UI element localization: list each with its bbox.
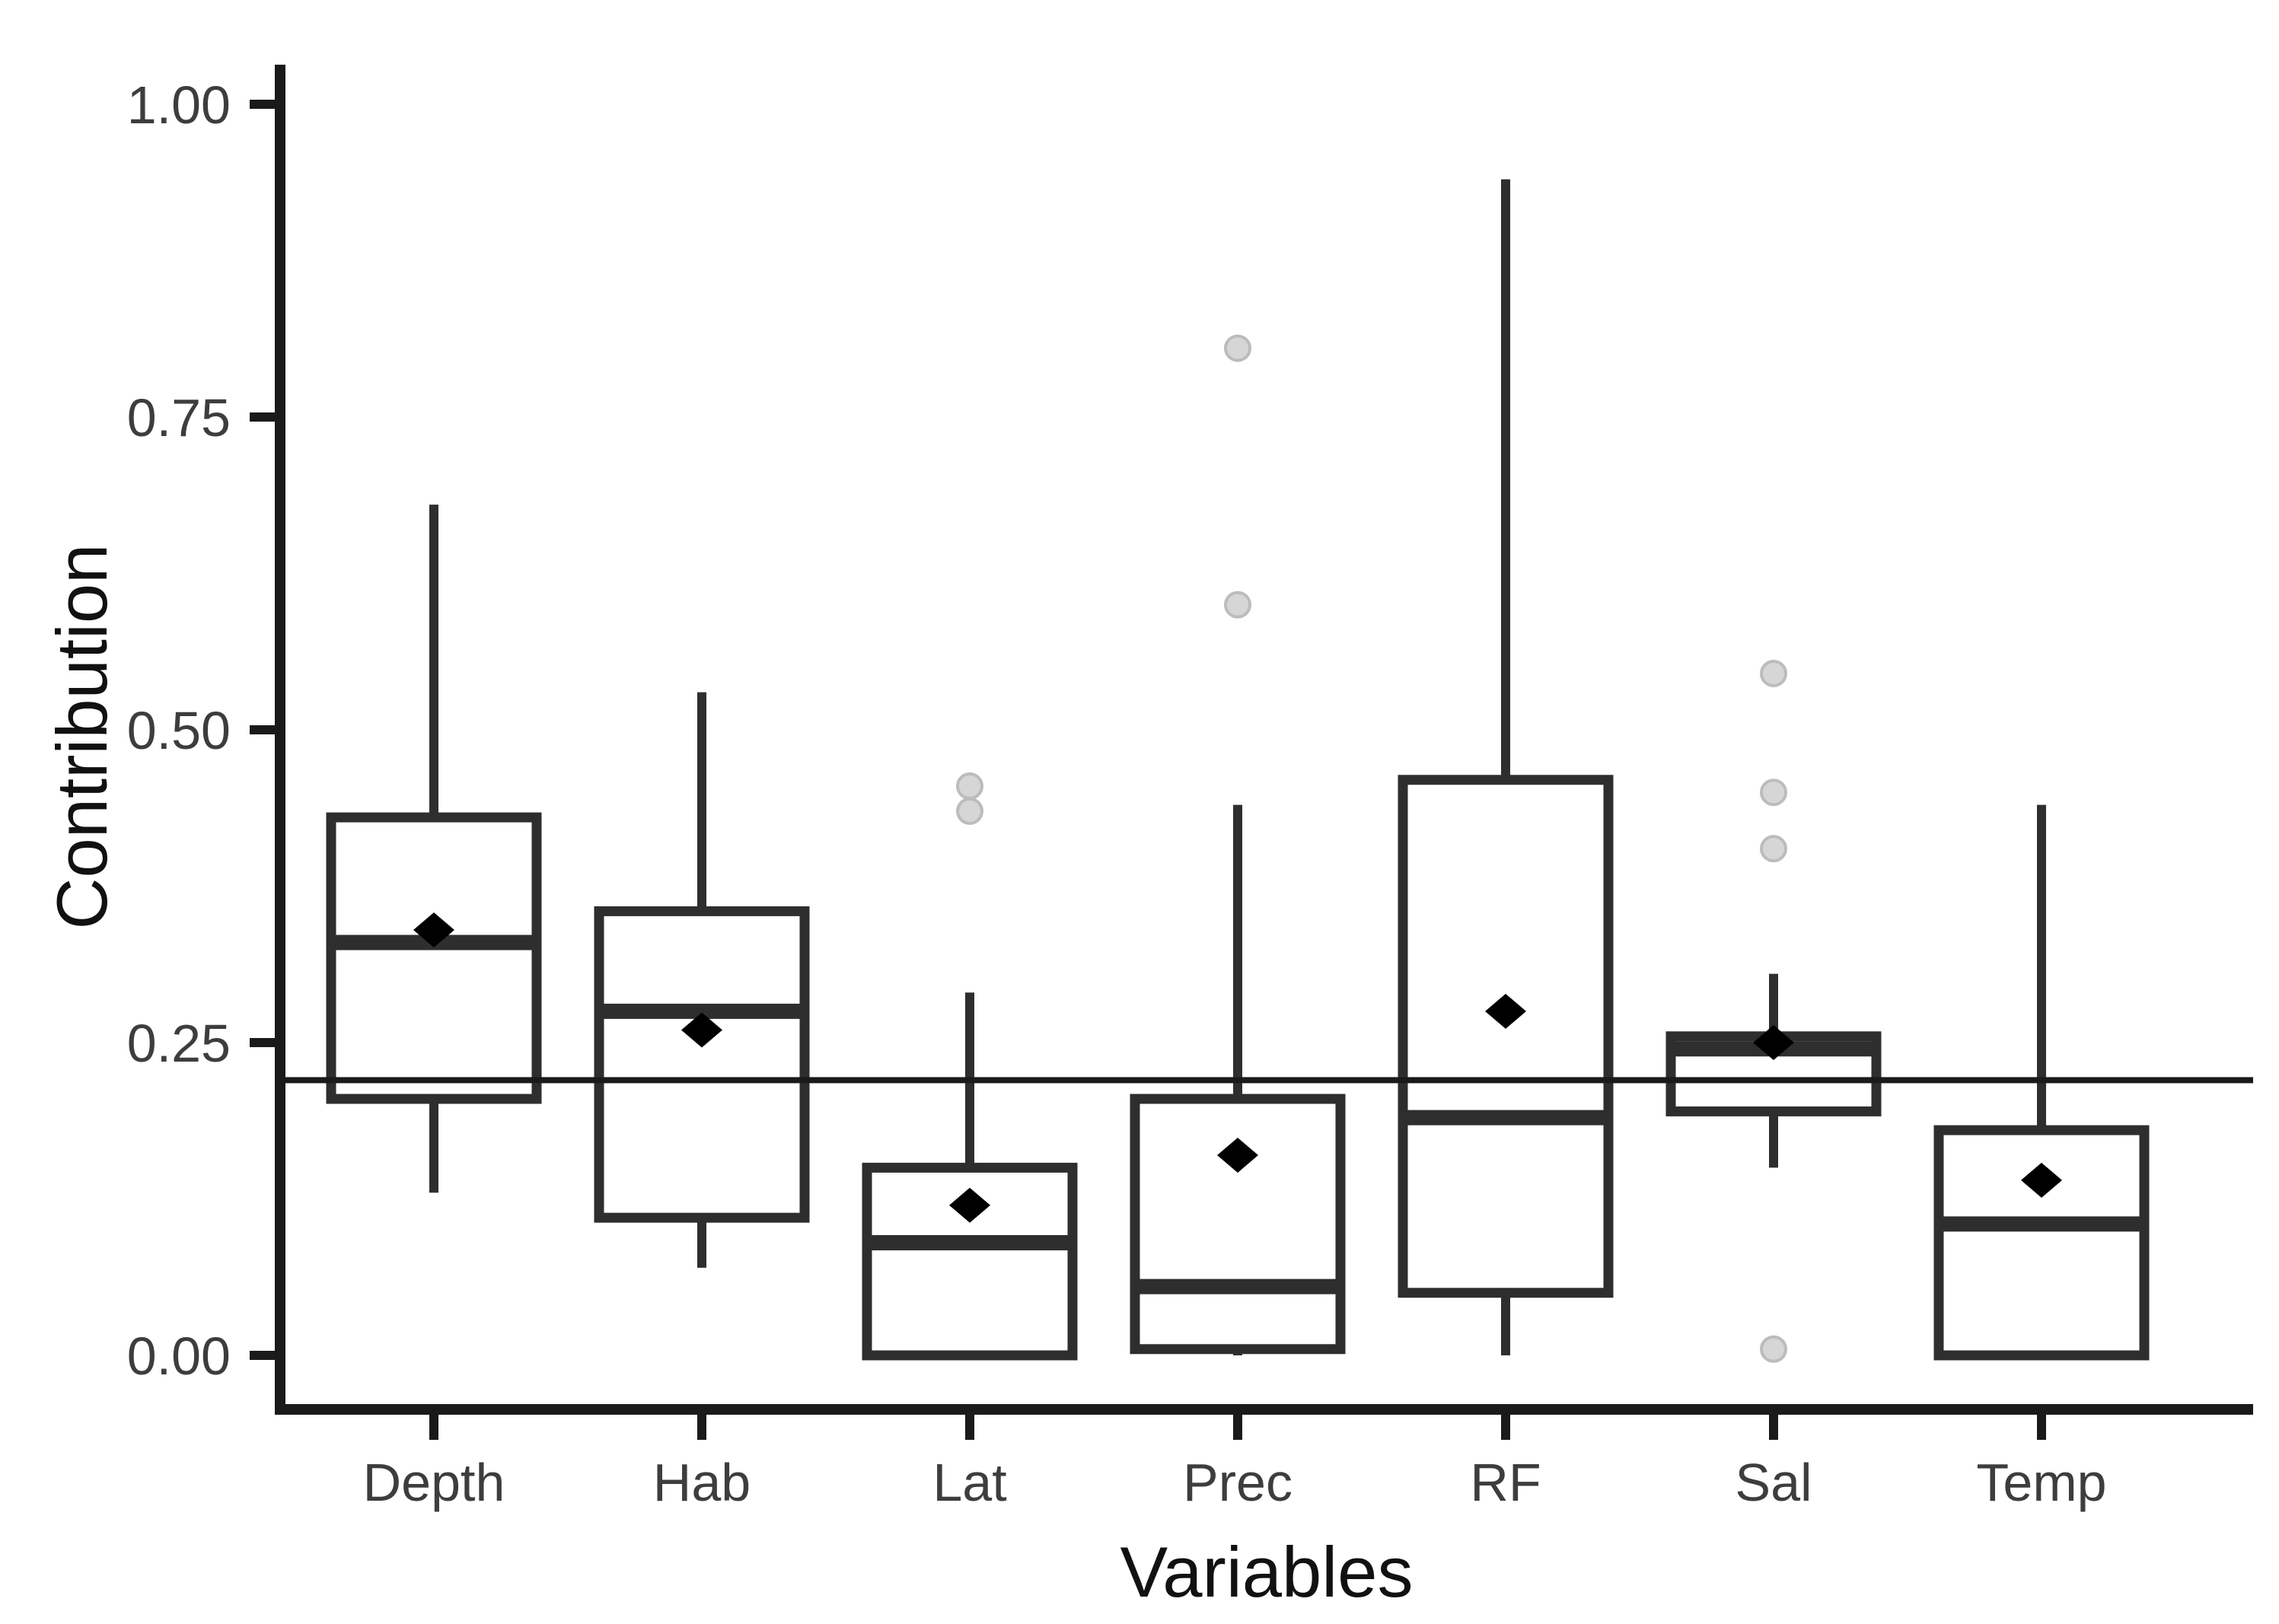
mean-diamond-Hab <box>681 1012 722 1048</box>
outlier-point-Sal-1 <box>1760 779 1787 807</box>
outlier-point-Lat-0 <box>956 772 983 800</box>
x-tick-label-Depth: Depth <box>363 1453 505 1512</box>
box-Prec <box>1130 1094 1346 1355</box>
x-tick-label-RF: RF <box>1470 1453 1541 1512</box>
box-Temp <box>1933 1125 2150 1361</box>
box-RF <box>1398 775 1614 1298</box>
x-tick-label-Prec: Prec <box>1183 1453 1292 1512</box>
y-tick-label-0.25: 0.25 <box>127 1014 231 1073</box>
plot-layer: 0.00 0.25 0.50 0.75 1.00 Depth Hab Lat Prec RF Sal… <box>127 65 2253 1512</box>
outlier-point-Sal-0 <box>1760 660 1787 688</box>
box-Depth <box>326 812 542 1104</box>
mean-diamond-Lat <box>949 1187 990 1223</box>
mean-diamond-Sal <box>1753 1025 1794 1060</box>
box-Hab <box>594 906 810 1223</box>
y-axis-title: Contribution <box>42 544 122 930</box>
outlier-point-Lat-1 <box>956 797 983 825</box>
outlier-point-Sal-3 <box>1760 1335 1787 1363</box>
mean-diamond-RF <box>1485 993 1526 1029</box>
outlier-point-Prec-0 <box>1224 334 1251 362</box>
mean-diamond-Depth <box>413 912 454 948</box>
x-axis-title: Variables <box>1120 1532 1414 1612</box>
y-tick-label-0.00: 0.00 <box>127 1326 231 1386</box>
mean-diamond-Temp <box>2021 1162 2062 1198</box>
y-tick-label-0.75: 0.75 <box>127 388 231 447</box>
y-tick-label-1.00: 1.00 <box>127 75 231 135</box>
outlier-point-Prec-1 <box>1224 591 1251 619</box>
x-tick-label-Temp: Temp <box>1976 1453 2106 1512</box>
x-tick-label-Sal: Sal <box>1735 1453 1812 1512</box>
x-tick-label-Hab: Hab <box>653 1453 751 1512</box>
mean-diamond-Prec <box>1217 1137 1258 1173</box>
y-tick-label-0.50: 0.50 <box>127 701 231 760</box>
x-tick-label-Lat: Lat <box>932 1453 1006 1512</box>
outlier-point-Sal-2 <box>1760 835 1787 863</box>
